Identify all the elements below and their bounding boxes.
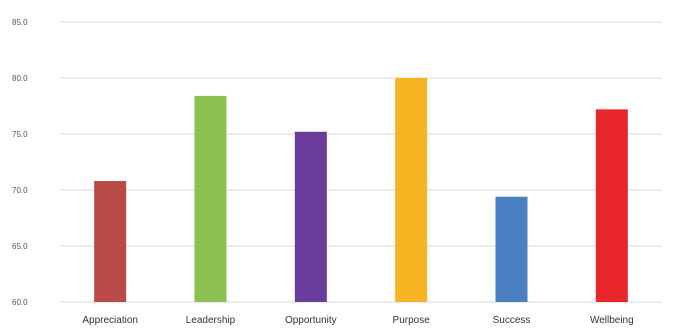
gridlines [60,21,662,303]
x-tick-label-appreciation: Appreciation [82,315,138,326]
x-axis-category-labels: Appreciation Leadership Opportunity Purpose… [82,315,633,326]
bar-wellbeing [595,109,628,302]
y-tick-label: 75.0 [12,130,28,139]
y-tick-label: 60.0 [12,298,28,307]
x-tick-label-opportunity: Opportunity [285,315,337,326]
bar-leadership [194,95,227,302]
bar-opportunity [294,131,327,302]
bar-appreciation [94,181,127,302]
x-tick-label-success: Success [493,315,531,326]
bars [94,78,628,302]
x-tick-label-purpose: Purpose [393,315,431,326]
x-tick-label-wellbeing: Wellbeing [590,315,634,326]
y-tick-label: 80.0 [12,74,28,83]
x-tick-label-leadership: Leadership [186,315,236,326]
y-tick-label: 70.0 [12,186,28,195]
y-axis-tick-labels: 60.0 65.0 70.0 75.0 80.0 85.0 [12,18,28,307]
y-tick-label: 65.0 [12,242,28,251]
bar-purpose [395,78,428,302]
y-tick-label: 85.0 [12,18,28,27]
bar-success [495,196,528,302]
